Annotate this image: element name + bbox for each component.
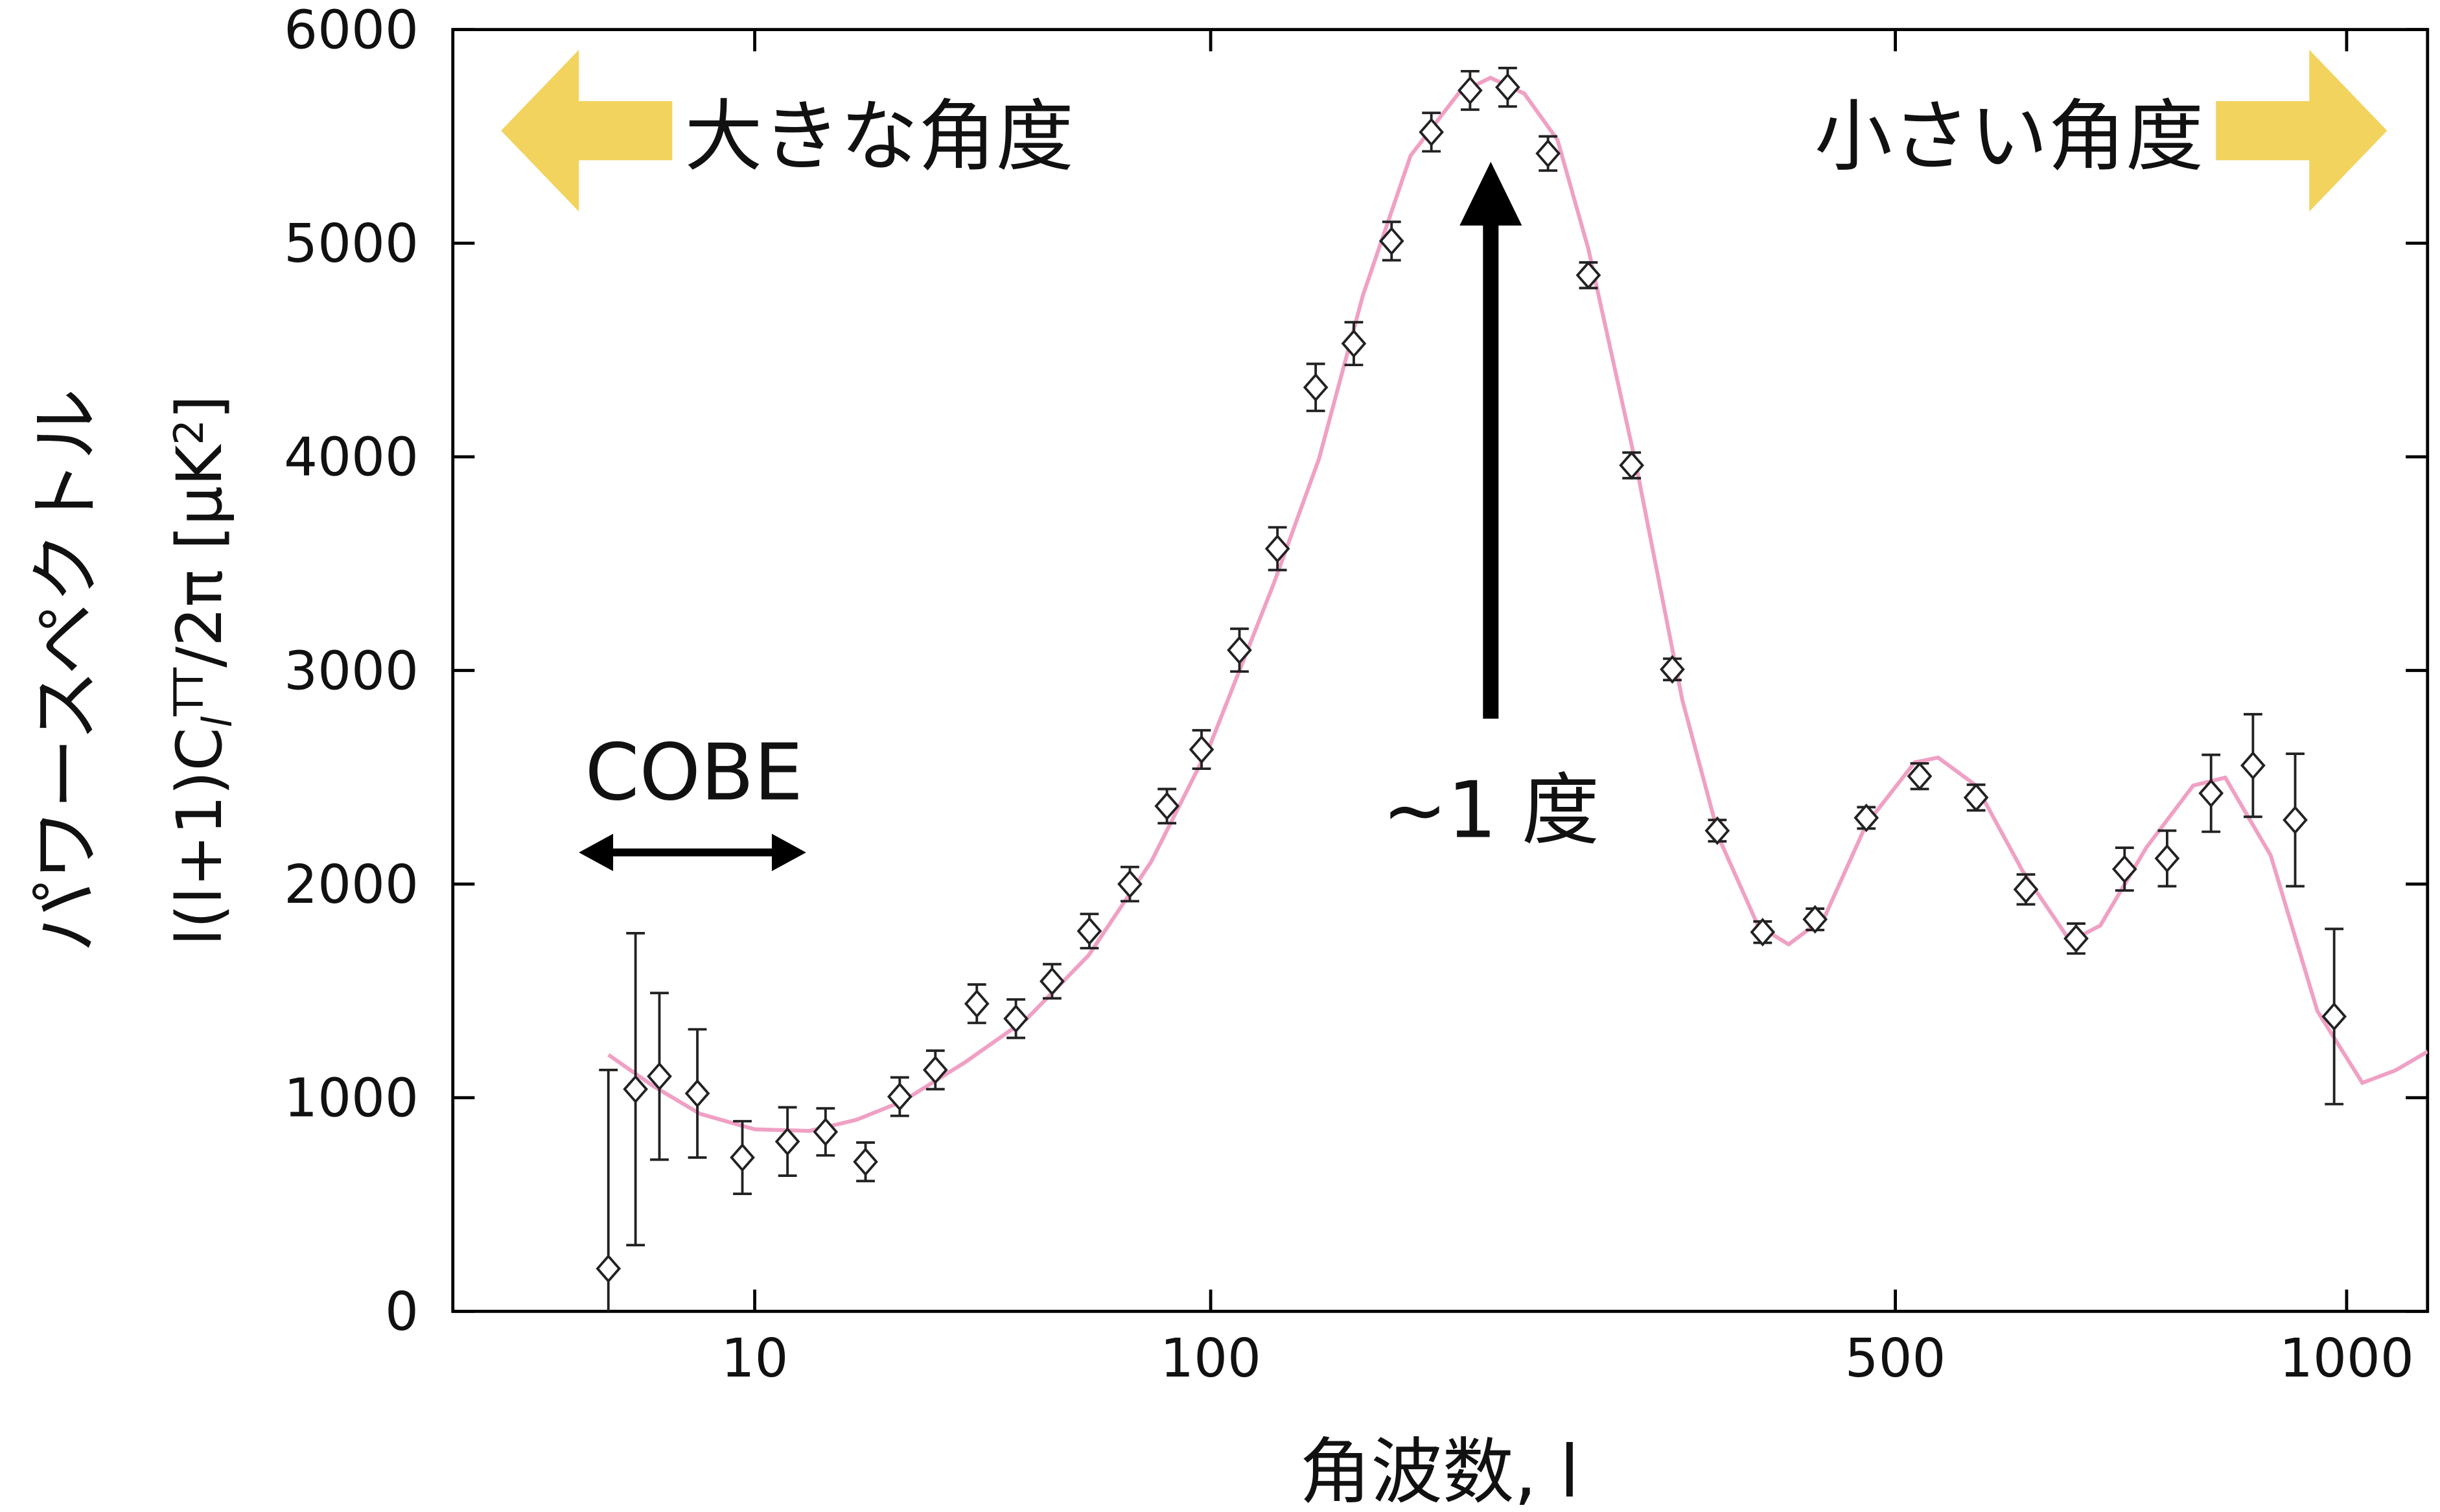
data-point: [964, 989, 990, 1018]
data-point: [1419, 117, 1445, 146]
data-point: [1619, 450, 1645, 480]
right-arrow: [2216, 49, 2388, 212]
formula-part: 2: [165, 419, 213, 445]
y-tick-label: 4000: [284, 427, 419, 489]
data-point: [1040, 966, 1065, 996]
annotation: ~1 度: [1382, 765, 1599, 855]
data-point: [887, 1082, 912, 1111]
data-point: [1907, 762, 1933, 791]
peak-arrow-head: [1459, 161, 1522, 226]
data-point: [1750, 918, 1776, 947]
data-point: [922, 1055, 948, 1085]
annotation: COBE: [585, 728, 804, 819]
y-tick-label: 0: [385, 1281, 419, 1343]
data-point: [2111, 854, 2137, 884]
data-point: [1660, 655, 1685, 684]
data-point: [730, 1143, 755, 1172]
data-point: [1189, 735, 1214, 764]
data-point: [1458, 76, 1483, 105]
y-tick-label: 2000: [284, 854, 419, 916]
data-point: [1704, 816, 1730, 845]
formula-part: ]: [163, 395, 236, 419]
y-tick-label: 5000: [284, 213, 419, 275]
y-axis-label: パワースペクトル: [24, 389, 108, 953]
data-point: [2321, 1002, 2347, 1031]
x-tick-label: 1000: [2279, 1328, 2414, 1390]
data-point: [1963, 783, 1989, 812]
y-tick-label: 3000: [284, 640, 419, 702]
data-point: [684, 1079, 710, 1108]
data-point: [2013, 875, 2039, 904]
data-point: [647, 1062, 672, 1091]
data-point: [1853, 803, 1879, 833]
data-point: [1227, 636, 1252, 665]
data-point: [596, 1254, 622, 1283]
data-point: [2283, 806, 2308, 835]
y-tick-label: 6000: [284, 0, 419, 61]
data-point: [1003, 1004, 1028, 1033]
plot-layer: 0 1000 2000 3000 4000 5000 6000 10 100 500 1000: [284, 0, 2430, 1390]
data-point: [1154, 791, 1180, 820]
x-tick-label: 500: [1845, 1328, 1946, 1390]
left-arrow: [501, 49, 673, 212]
x-tick-label: 10: [721, 1328, 789, 1390]
annotation: 大きな角度: [685, 92, 1074, 182]
cobe-arrow-head: [579, 833, 614, 872]
formula-part: l(l+1)C: [163, 728, 236, 946]
data-point: [1802, 905, 1828, 934]
data-point: [853, 1147, 878, 1176]
formula-part: TT: [165, 667, 213, 717]
cobe-arrow-head: [771, 833, 806, 872]
data-point: [1076, 916, 1102, 946]
data-point: [1303, 373, 1329, 402]
formula-part: l: [193, 716, 240, 728]
data-point: [1117, 869, 1143, 899]
data-point: [813, 1117, 839, 1146]
data-point: [1378, 226, 1404, 256]
y-axis-formula: l(l+1)ClTT/2π [μK2]: [163, 395, 241, 946]
formula-part: /2π [μK: [163, 444, 236, 668]
y-tick-label: 1000: [284, 1068, 419, 1130]
plot-area: [596, 67, 2428, 1312]
data-point: [1264, 534, 1290, 563]
plot-frame: [451, 28, 2430, 1313]
data-point: [2154, 844, 2180, 873]
data-point: [2063, 924, 2089, 953]
data-point: [1535, 139, 1561, 168]
model-curve: [607, 75, 2428, 1133]
data-point: [2240, 751, 2266, 780]
data-point: [1341, 329, 1367, 358]
data-point: [774, 1127, 800, 1156]
x-axis-label: 角波数, l: [1299, 1430, 1579, 1512]
data-point: [2198, 778, 2224, 808]
x-tick-label: 100: [1160, 1328, 1261, 1390]
data-point: [1495, 73, 1520, 102]
annotation: 小さい角度: [1815, 92, 2203, 182]
data-point: [623, 1075, 648, 1104]
data-point: [1575, 261, 1601, 290]
